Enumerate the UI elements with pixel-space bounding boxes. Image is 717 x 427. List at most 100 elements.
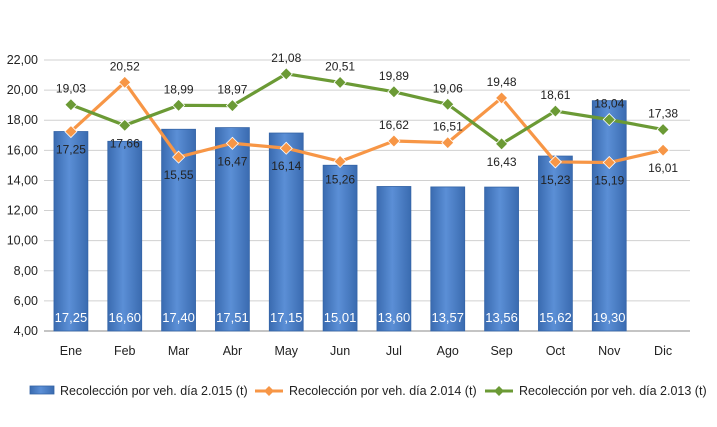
legend-marker [264, 386, 274, 396]
line-value-label: 18,99 [164, 82, 194, 96]
line-point-marker [387, 85, 401, 99]
x-tick-label: Jul [386, 344, 402, 358]
legend-label: Recolección por veh. día 2.015 (t) [60, 384, 248, 398]
bar [484, 186, 519, 332]
bar-value-label: 15,01 [324, 310, 357, 325]
line-point-marker [602, 113, 616, 127]
bar [376, 186, 412, 332]
bar-value-label: 15,62 [539, 310, 572, 325]
line-point-marker [118, 75, 132, 89]
x-tick-label: Ago [437, 344, 459, 358]
x-tick-label: Abr [223, 344, 242, 358]
y-tick-label: 18,00 [7, 113, 38, 127]
bar [268, 132, 304, 332]
line-point-marker [495, 137, 509, 151]
bar-value-label: 13,56 [485, 310, 518, 325]
line-point-marker [225, 136, 239, 150]
data-labels: 17,25 16,60 17,40 17,51 17,15 15,01 13,60 13,57… [55, 51, 679, 325]
line-value-label: 15,23 [540, 173, 570, 187]
line-value-label: 19,89 [379, 69, 409, 83]
line-point-marker [441, 97, 455, 111]
line-point-marker [656, 143, 670, 157]
line-value-label: 16,62 [379, 118, 409, 132]
bar [322, 164, 358, 332]
line-point-marker [279, 141, 293, 155]
bar-value-label: 13,60 [378, 310, 411, 325]
bar [430, 186, 466, 332]
line-point-marker [333, 154, 347, 169]
line-value-label: 15,19 [594, 174, 624, 188]
line-value-label: 19,03 [56, 82, 86, 96]
line-point-marker [279, 67, 293, 81]
y-tick-label: 10,00 [7, 234, 38, 248]
line-value-label: 16,14 [271, 159, 301, 173]
bar-series [53, 100, 627, 332]
y-tick-label: 4,00 [14, 324, 38, 338]
line-value-label: 21,08 [271, 51, 301, 65]
line-point-marker [548, 155, 562, 169]
y-tick-label: 22,00 [7, 53, 38, 67]
line-point-marker [64, 124, 78, 139]
y-tick-label: 12,00 [7, 204, 38, 218]
y-tick-label: 20,00 [7, 83, 38, 97]
x-tick-label: Dic [654, 344, 672, 358]
legend: Recolección por veh. día 2.015 (t) Recole… [29, 384, 707, 398]
x-tick-label: Jun [330, 344, 350, 358]
line-value-label: 17,66 [110, 136, 140, 150]
x-tick-label: Mar [168, 344, 190, 358]
line-point-marker [64, 98, 78, 112]
line-point-marker [656, 122, 670, 137]
bar-value-label: 17,15 [270, 310, 303, 325]
bar-value-label: 13,57 [431, 310, 464, 325]
line-value-label: 20,52 [110, 59, 140, 73]
bar [53, 131, 89, 332]
x-tick-label: Ene [60, 344, 82, 358]
line-series [64, 67, 670, 170]
bar [215, 127, 250, 332]
bar-value-label: 16,60 [108, 310, 141, 325]
bar-value-label: 19,30 [593, 310, 626, 325]
line-point-marker [441, 136, 455, 150]
legend-marker [494, 386, 504, 396]
x-tick-label: Sep [490, 344, 512, 358]
x-tick-label: Feb [114, 344, 136, 358]
line-value-label: 18,97 [217, 83, 247, 97]
bar-value-label: 17,25 [55, 310, 88, 325]
line-point-marker [172, 98, 186, 112]
line-point-marker [602, 155, 616, 170]
bar [107, 140, 143, 332]
line-point-marker [387, 134, 401, 148]
bar-value-label: 17,40 [162, 310, 195, 325]
axes: 4,00 6,00 8,00 10,00 12,00 14,00 16,00 18,00 20,… [7, 53, 690, 358]
line-point-marker [118, 118, 132, 132]
line-point-marker [548, 104, 562, 118]
line-point-marker [495, 91, 509, 105]
line-value-label: 19,48 [487, 75, 517, 89]
x-tick-label: May [274, 344, 298, 358]
line-value-label: 18,61 [540, 88, 570, 102]
x-tick-label: Nov [598, 344, 621, 358]
line-value-label: 18,04 [594, 97, 624, 111]
line-value-label: 15,55 [164, 168, 194, 182]
x-tick-label: Oct [546, 344, 566, 358]
line-point-marker [225, 99, 239, 113]
line-value-label: 17,25 [56, 143, 86, 157]
line-value-label: 20,51 [325, 59, 355, 73]
line-point-marker [172, 150, 186, 164]
y-tick-label: 6,00 [14, 294, 38, 308]
legend-label: Recolección por veh. día 2.014 (t) [289, 384, 477, 398]
line-series-path [70, 72, 664, 146]
legend-label: Recolección por veh. día 2.013 (t) [519, 384, 707, 398]
line-point-marker [333, 75, 347, 89]
line-value-label: 15,26 [325, 172, 355, 186]
line-value-label: 16,51 [433, 120, 463, 134]
line-series-path [69, 80, 664, 165]
y-tick-label: 16,00 [7, 143, 38, 157]
line-value-label: 16,01 [648, 161, 678, 175]
y-tick-label: 8,00 [14, 264, 38, 278]
bar [538, 155, 573, 332]
legend-swatch-bar [29, 385, 55, 395]
y-tick-label: 14,00 [7, 173, 38, 187]
